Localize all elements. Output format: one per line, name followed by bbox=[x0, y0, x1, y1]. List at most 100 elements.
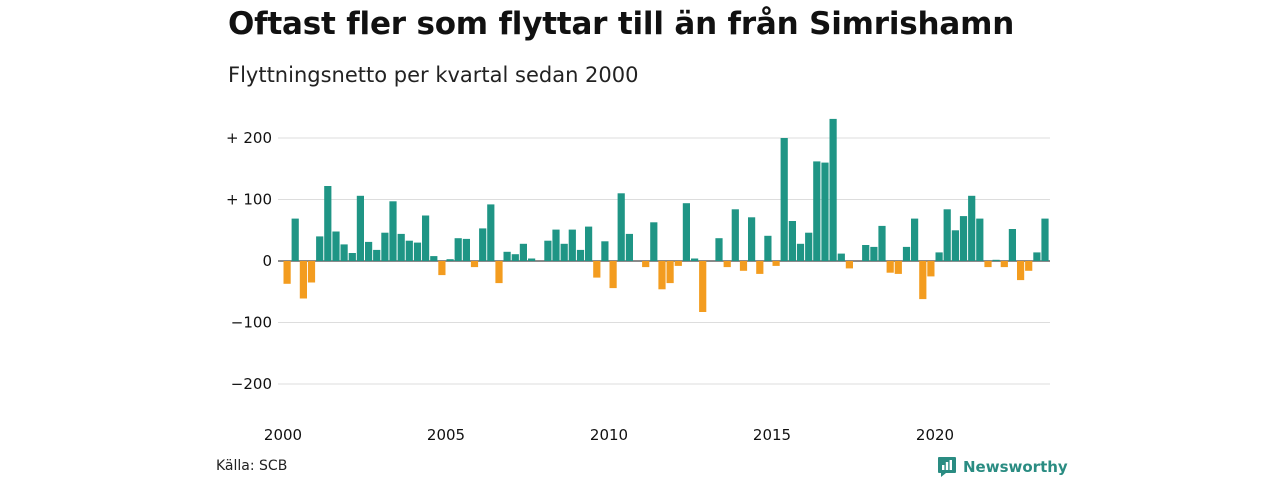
brand-logo: Newsworthy bbox=[937, 456, 1068, 478]
bar-positive bbox=[837, 253, 845, 261]
bar-positive bbox=[715, 238, 723, 261]
newsworthy-logo-icon bbox=[938, 457, 956, 477]
y-tick-label: −100 bbox=[231, 314, 272, 332]
bar-negative bbox=[666, 261, 674, 284]
x-tick-label: 2000 bbox=[264, 426, 302, 444]
bar-positive bbox=[911, 218, 919, 261]
bar-negative bbox=[470, 261, 479, 268]
bar-negative bbox=[984, 261, 992, 268]
bar-positive bbox=[829, 118, 837, 262]
y-tick-label: 0 bbox=[262, 252, 272, 270]
bar-negative bbox=[756, 261, 764, 274]
bar-positive bbox=[365, 241, 373, 261]
bars bbox=[283, 118, 1049, 312]
bar-negative bbox=[739, 261, 748, 271]
bar-negative bbox=[438, 261, 446, 276]
bar-positive bbox=[1008, 229, 1016, 261]
bar-positive bbox=[805, 232, 813, 261]
bar-positive bbox=[576, 249, 585, 261]
x-tick-label: 2010 bbox=[590, 426, 628, 444]
bar-positive bbox=[446, 259, 454, 261]
bar-positive bbox=[976, 218, 984, 261]
bar-positive bbox=[951, 230, 959, 262]
bar-negative bbox=[609, 261, 617, 289]
bar-negative bbox=[642, 261, 650, 268]
source-label: Källa: SCB bbox=[216, 458, 288, 474]
bar-positive bbox=[560, 243, 568, 261]
y-tick-label: + 100 bbox=[226, 191, 272, 209]
bar-positive bbox=[943, 209, 951, 261]
bar-positive bbox=[291, 218, 299, 261]
chart-subtitle: Flyttningsnetto per kvartal sedan 2000 bbox=[228, 63, 639, 87]
bar-positive bbox=[813, 161, 821, 261]
bar-positive bbox=[413, 242, 422, 261]
bar-positive bbox=[968, 195, 976, 261]
bar-positive bbox=[552, 229, 560, 261]
bar-positive bbox=[959, 216, 968, 261]
bar-positive bbox=[422, 215, 430, 261]
bar-positive bbox=[682, 203, 690, 261]
bar-positive bbox=[316, 236, 324, 261]
bar-positive bbox=[332, 231, 340, 261]
bar-positive bbox=[356, 195, 364, 261]
bar-negative bbox=[495, 261, 503, 284]
bar-positive bbox=[748, 217, 756, 261]
bar-positive bbox=[691, 258, 699, 261]
bar-positive bbox=[601, 241, 609, 261]
bar-positive bbox=[731, 209, 739, 261]
y-tick-label: −200 bbox=[231, 375, 272, 393]
bar-positive bbox=[788, 221, 796, 261]
bar-positive bbox=[503, 251, 511, 261]
bar-negative bbox=[919, 261, 927, 300]
bar-positive bbox=[902, 246, 911, 261]
bar-negative bbox=[658, 261, 666, 290]
y-tick-label: + 200 bbox=[226, 129, 272, 147]
bar-positive bbox=[511, 254, 519, 261]
bar-negative bbox=[772, 261, 780, 266]
bar-positive bbox=[389, 201, 397, 261]
bar-positive bbox=[1041, 218, 1049, 261]
bar-positive bbox=[764, 235, 772, 261]
bar-positive bbox=[1033, 252, 1041, 261]
bar-positive bbox=[568, 229, 576, 261]
bar-positive bbox=[479, 228, 487, 261]
bar-negative bbox=[1000, 261, 1008, 268]
bar-negative bbox=[1017, 261, 1025, 281]
bar-negative bbox=[283, 261, 291, 284]
bar-negative bbox=[845, 261, 853, 269]
brand-name: Newsworthy bbox=[963, 458, 1068, 476]
bar-positive bbox=[992, 259, 1000, 261]
bar-positive bbox=[405, 240, 413, 261]
bar-positive bbox=[625, 233, 633, 261]
bar-positive bbox=[862, 245, 870, 261]
bar-positive bbox=[348, 253, 356, 261]
bar-positive bbox=[870, 246, 878, 261]
bar-positive bbox=[878, 225, 886, 261]
bar-positive bbox=[617, 193, 625, 261]
y-axis-ticks: + 200 + 100 0 −100 −200 bbox=[226, 129, 272, 393]
bar-chart: + 200 + 100 0 −100 −200 2000 2005 2010 2015 2020 bbox=[226, 118, 1050, 444]
chart-title: Oftast fler som flyttar till än från Sim… bbox=[228, 6, 1015, 42]
bar-positive bbox=[935, 252, 943, 261]
x-axis-ticks: 2000 2005 2010 2015 2020 bbox=[264, 426, 954, 444]
bar-negative bbox=[894, 261, 902, 274]
bar-negative bbox=[886, 261, 894, 273]
x-tick-label: 2005 bbox=[427, 426, 465, 444]
bar-positive bbox=[430, 256, 438, 261]
bar-negative bbox=[699, 261, 707, 312]
bar-negative bbox=[307, 261, 316, 283]
bar-negative bbox=[723, 261, 731, 268]
bar-positive bbox=[381, 232, 389, 261]
bar-positive bbox=[528, 258, 536, 261]
bar-positive bbox=[780, 138, 788, 261]
bar-negative bbox=[299, 261, 307, 299]
bar-positive bbox=[373, 249, 381, 261]
bar-positive bbox=[796, 243, 805, 261]
bar-positive bbox=[821, 162, 829, 261]
x-tick-label: 2015 bbox=[753, 426, 791, 444]
bar-positive bbox=[650, 222, 658, 261]
x-tick-label: 2020 bbox=[916, 426, 954, 444]
bar-negative bbox=[927, 261, 935, 277]
bar-negative bbox=[593, 261, 601, 278]
bar-positive bbox=[397, 233, 405, 261]
